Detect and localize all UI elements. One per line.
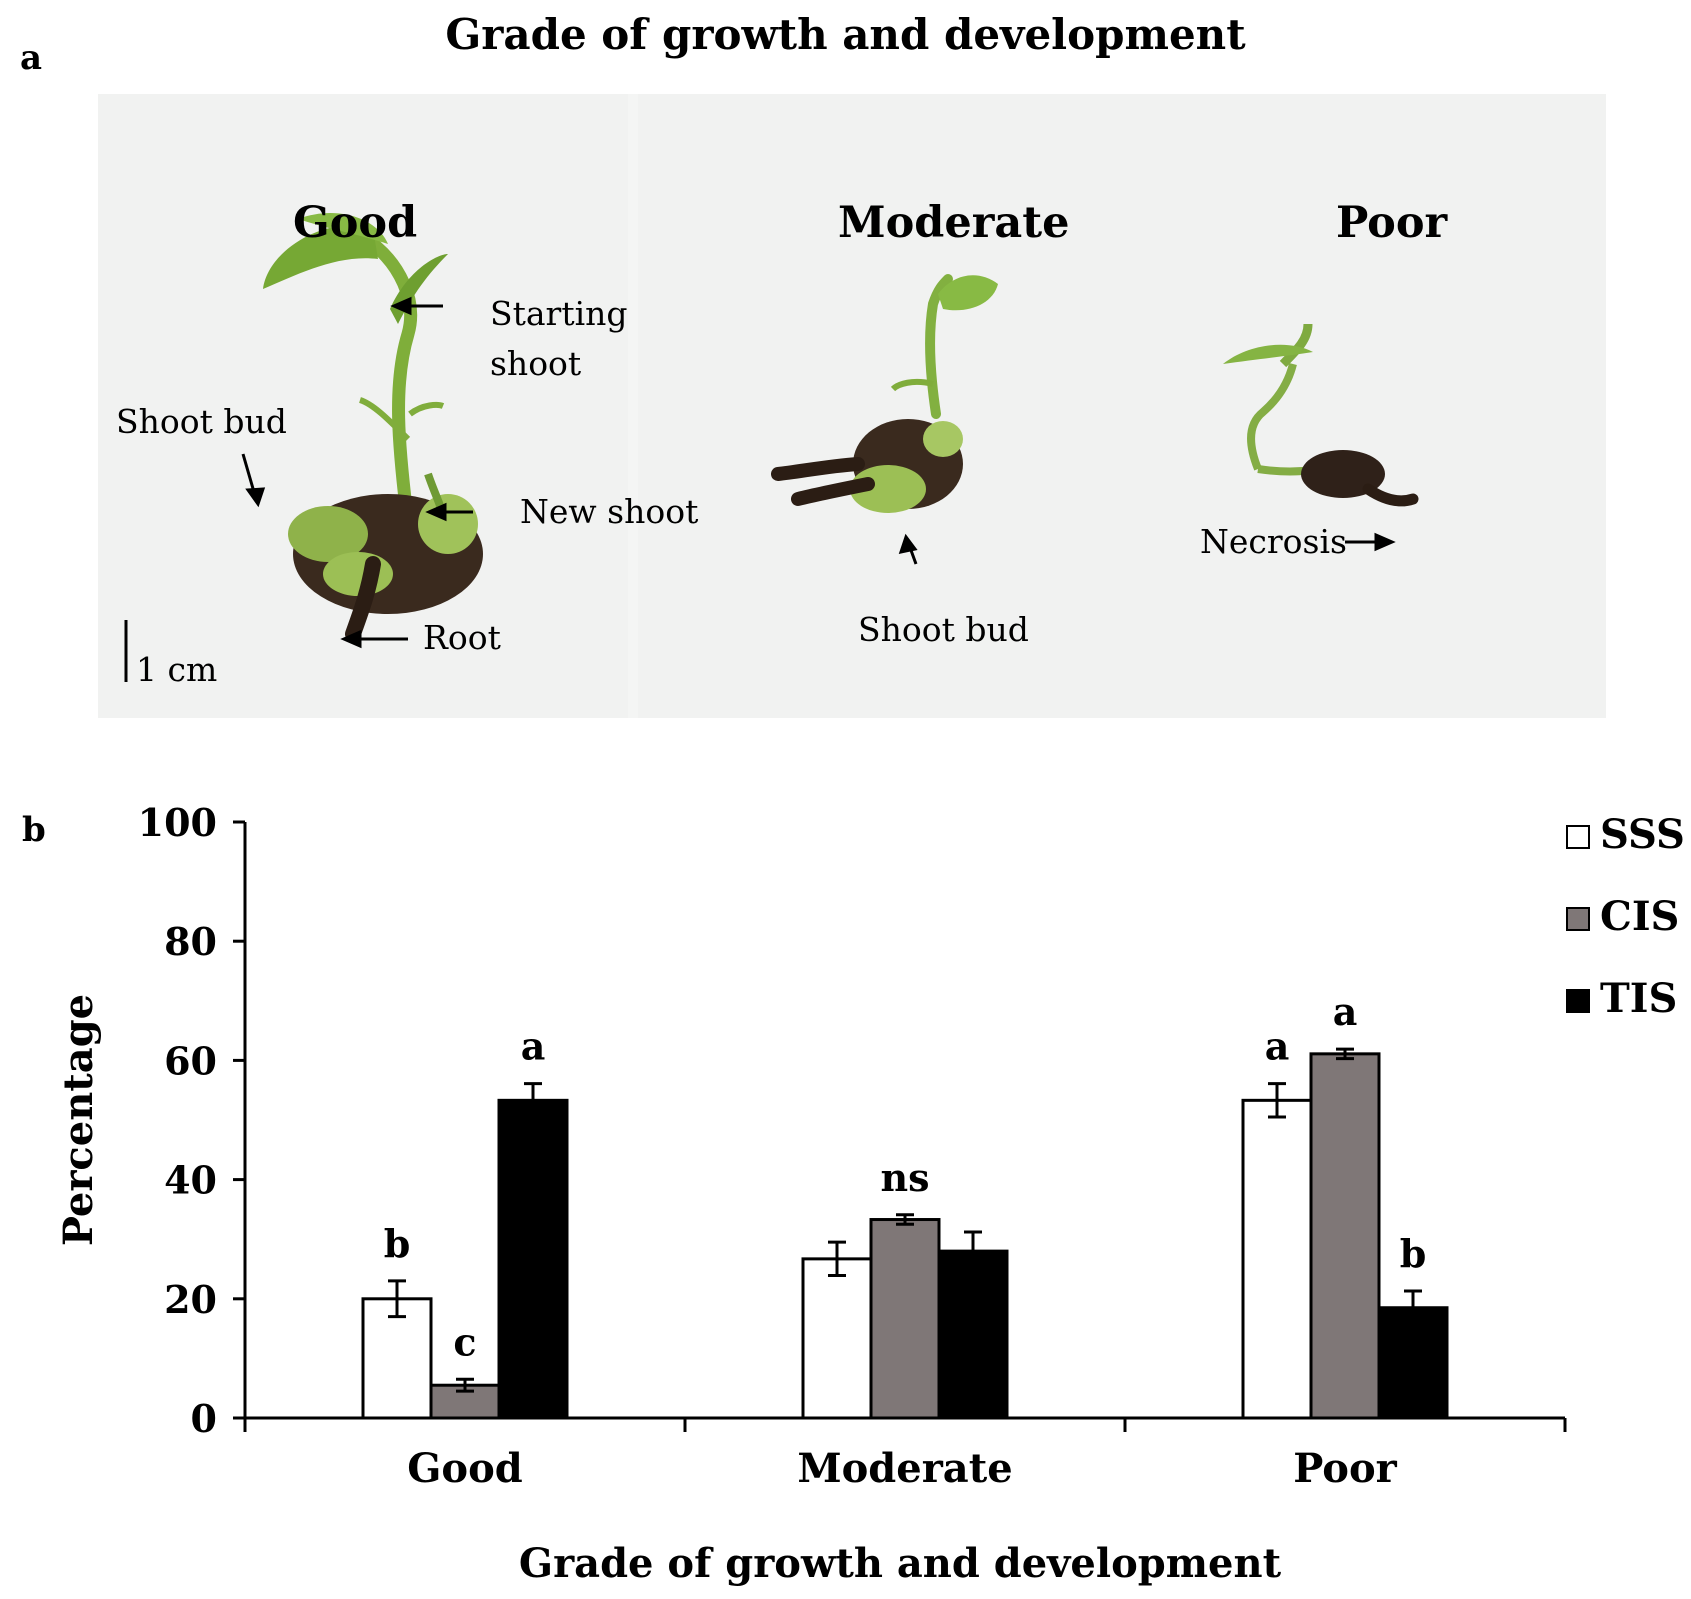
bar-tis xyxy=(937,1249,1009,1420)
significance-letter: a xyxy=(521,1024,546,1069)
significance-letter: a xyxy=(1333,989,1358,1034)
y-tick-label: 80 xyxy=(164,919,217,964)
y-tick-label: 40 xyxy=(164,1158,217,1203)
significance-letter: ns xyxy=(880,1155,929,1200)
y-tick-label: 0 xyxy=(191,1396,217,1441)
y-tick-label: 20 xyxy=(164,1277,217,1322)
bar-tis xyxy=(497,1098,569,1420)
significance-letter: b xyxy=(1400,1231,1427,1276)
legend-label-tis: TIS xyxy=(1600,975,1677,1022)
figure-top-title: Grade of growth and development xyxy=(445,10,1246,59)
plantlet-photo: Good Moderate Poor Starting shoot Shoot … xyxy=(98,94,1606,718)
anno-necrosis: Necrosis xyxy=(1200,522,1347,561)
anno-starting-shoot-2: shoot xyxy=(490,344,582,383)
legend-label-cis: CIS xyxy=(1600,893,1679,940)
legend-swatch-cis xyxy=(1566,907,1590,931)
bar-sss xyxy=(801,1257,873,1420)
photo-grade-good: Good xyxy=(293,198,418,248)
y-axis-title: Percentage xyxy=(55,994,102,1246)
x-tick-label: Moderate xyxy=(797,1445,1012,1492)
photo-grade-moderate: Moderate xyxy=(838,198,1070,248)
significance-letter: b xyxy=(384,1221,411,1266)
legend-swatch-sss xyxy=(1566,825,1590,849)
anno-starting-shoot-1: Starting xyxy=(490,294,628,333)
significance-letter: a xyxy=(1265,1024,1290,1069)
legend-label-sss: SSS xyxy=(1600,811,1685,858)
x-tick-label: Good xyxy=(407,1445,523,1492)
anno-shoot-bud-moderate: Shoot bud xyxy=(858,610,1029,649)
anno-new-shoot: New shoot xyxy=(520,492,699,531)
photo-grade-poor: Poor xyxy=(1336,198,1448,248)
legend-swatch-tis xyxy=(1566,989,1590,1013)
bar-cis xyxy=(1309,1052,1381,1420)
moderate-plantlet-illustration xyxy=(771,274,998,513)
anno-scale-bar: 1 cm xyxy=(136,650,218,689)
panel-a-label: a xyxy=(20,38,43,78)
bar-sss xyxy=(1241,1098,1313,1420)
anno-shoot-bud-good: Shoot bud xyxy=(116,402,287,441)
x-tick-label: Poor xyxy=(1293,1445,1397,1492)
chart-x-title: Grade of growth and development xyxy=(518,1540,1282,1587)
plantlet-illustrations xyxy=(124,213,1419,682)
panel-b-label: b xyxy=(22,810,46,850)
bar-cis xyxy=(869,1218,941,1420)
significance-letter: c xyxy=(453,1319,476,1364)
anno-root: Root xyxy=(423,618,501,657)
y-tick-label: 100 xyxy=(138,800,217,845)
poor-plantlet-illustration xyxy=(1223,323,1419,507)
bar-sss xyxy=(361,1297,433,1420)
y-tick-label: 60 xyxy=(164,1038,217,1083)
